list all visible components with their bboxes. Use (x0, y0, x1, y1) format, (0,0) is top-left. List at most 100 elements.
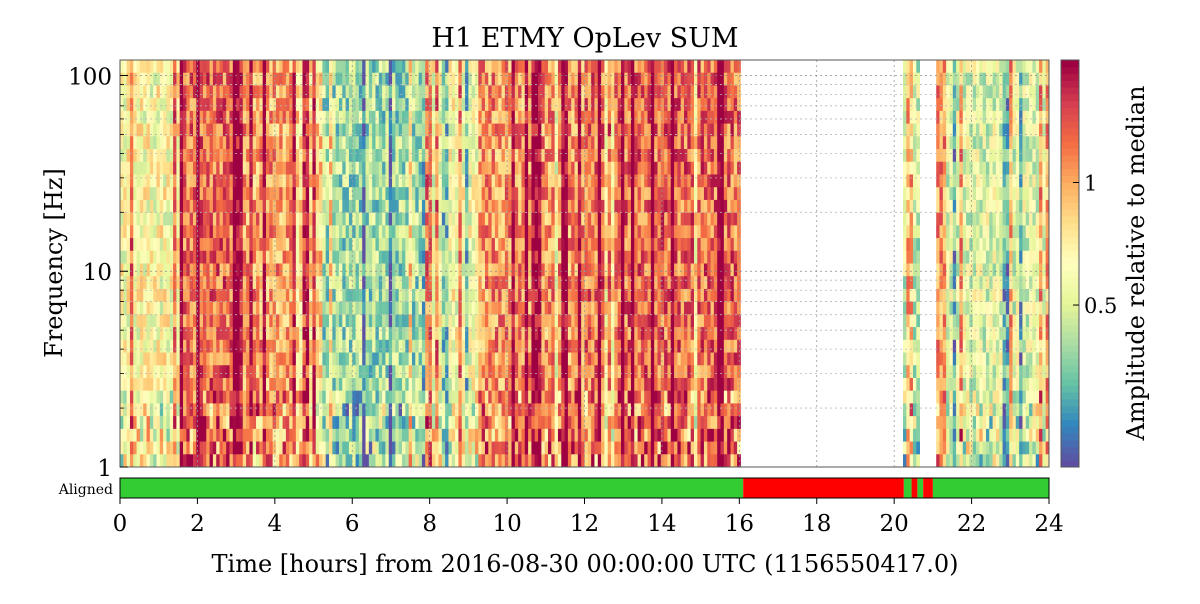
spectrogram-cell (189, 301, 194, 315)
spectrogram-cell (183, 225, 187, 239)
spectrogram-cell (123, 377, 128, 392)
spectrogram-cell (398, 441, 403, 455)
spectrogram-cell (431, 441, 436, 455)
spectrogram-cell (498, 377, 502, 392)
spectrogram-cell (249, 441, 254, 455)
spectrogram-cell (358, 110, 363, 124)
spectrogram-cell (418, 390, 423, 404)
spectrogram-cell (252, 390, 257, 404)
spectrogram-cell (120, 339, 124, 353)
spectrogram-cell (209, 327, 214, 341)
spectrogram-cell (551, 352, 556, 366)
spectrogram-cell (206, 416, 210, 430)
spectrogram-cell (299, 390, 303, 404)
spectrogram-cell (514, 441, 519, 455)
spectrogram-cell (166, 149, 171, 163)
spectrogram-cell (557, 149, 562, 163)
spectrogram-cell (415, 174, 420, 188)
spectrogram-cell (352, 174, 356, 188)
spectrogram-cell (574, 174, 579, 188)
spectrogram-cell (435, 174, 439, 188)
spectrogram-cell (315, 123, 320, 137)
spectrogram-cell (564, 85, 569, 99)
spectrogram-cell (518, 225, 522, 239)
spectrogram-cell (256, 428, 260, 442)
spectrogram-cell (484, 377, 489, 392)
spectrogram-cell (511, 85, 516, 99)
spectrogram-cell (249, 403, 254, 417)
spectrogram-cell (541, 98, 546, 112)
spectrogram-cell (455, 403, 459, 417)
spectrogram-cell (312, 98, 317, 112)
spectrogram-cell (192, 187, 197, 201)
spectrogram-cell (192, 327, 197, 341)
spectrogram-cell (169, 98, 174, 112)
spectrogram-cell (594, 390, 599, 404)
spectrogram-cell (551, 149, 556, 163)
spectrogram-cell (342, 250, 347, 264)
spectrogram-cell (133, 339, 137, 353)
spectrogram-cell (299, 212, 303, 226)
spectrogram-cell (415, 403, 420, 417)
spectrogram-cell (358, 123, 363, 137)
spectrogram-cell (159, 301, 164, 315)
spectrogram-cell (362, 428, 366, 442)
spectrogram-cell (538, 174, 542, 188)
spectrogram-cell (392, 390, 396, 404)
spectrogram-cell (272, 352, 277, 366)
spectrogram-cell (584, 110, 589, 124)
spectrogram-cell (597, 60, 602, 74)
spectrogram-cell (594, 416, 599, 430)
spectrogram-cell (252, 403, 257, 417)
spectrogram-cell (289, 377, 293, 392)
spectrogram-cell (557, 199, 562, 214)
spectrogram-cell (431, 60, 436, 74)
spectrogram-cell (554, 238, 559, 252)
spectrogram-cell (534, 85, 539, 99)
spectrogram-cell (561, 416, 565, 430)
spectrogram-cell (206, 238, 210, 252)
spectrogram-cell (421, 98, 426, 112)
spectrogram-cell (435, 428, 439, 442)
spectrogram-cell (567, 276, 572, 290)
spectrogram-cell (312, 403, 317, 417)
spectrogram-cell (192, 428, 197, 442)
spectrogram-cell (159, 212, 164, 226)
spectrogram-cell (601, 199, 605, 214)
spectrogram-cell (239, 327, 244, 341)
spectrogram-cell (438, 174, 443, 188)
spectrogram-cell (597, 377, 602, 392)
spectrogram-cell (567, 85, 572, 99)
spectrogram-cell (176, 263, 181, 277)
spectrogram-cell (468, 428, 473, 442)
spectrogram-cell (196, 377, 201, 392)
spectrogram-cell (584, 238, 589, 252)
spectrogram-cell (534, 288, 539, 303)
spectrogram-cell (484, 416, 489, 430)
spectrogram-cell (398, 136, 403, 150)
spectrogram-cell (156, 454, 161, 468)
spectrogram-cell (292, 238, 297, 252)
spectrogram-cell (186, 187, 191, 201)
spectrogram-cell (183, 187, 187, 201)
spectrogram-cell (471, 60, 476, 74)
spectrogram-cell (186, 288, 191, 303)
spectrogram-cell (275, 174, 280, 188)
spectrogram-cell (431, 149, 436, 163)
spectrogram-cell (385, 441, 390, 455)
spectrogram-cell (365, 454, 370, 468)
spectrogram-cell (484, 98, 489, 112)
spectrogram-cell (478, 301, 483, 315)
spectrogram-cell (567, 174, 572, 188)
spectrogram-cell (481, 174, 486, 188)
spectrogram-cell (531, 327, 536, 341)
spectrogram-cell (123, 327, 128, 341)
spectrogram-cell (607, 441, 612, 455)
spectrogram-cell (156, 85, 161, 99)
spectrogram-cell (183, 339, 187, 353)
spectrogram-cell (511, 276, 516, 290)
spectrogram-column (348, 60, 353, 468)
spectrogram-cell (262, 187, 267, 201)
spectrogram-cell (329, 149, 333, 163)
spectrogram-cell (491, 199, 496, 214)
